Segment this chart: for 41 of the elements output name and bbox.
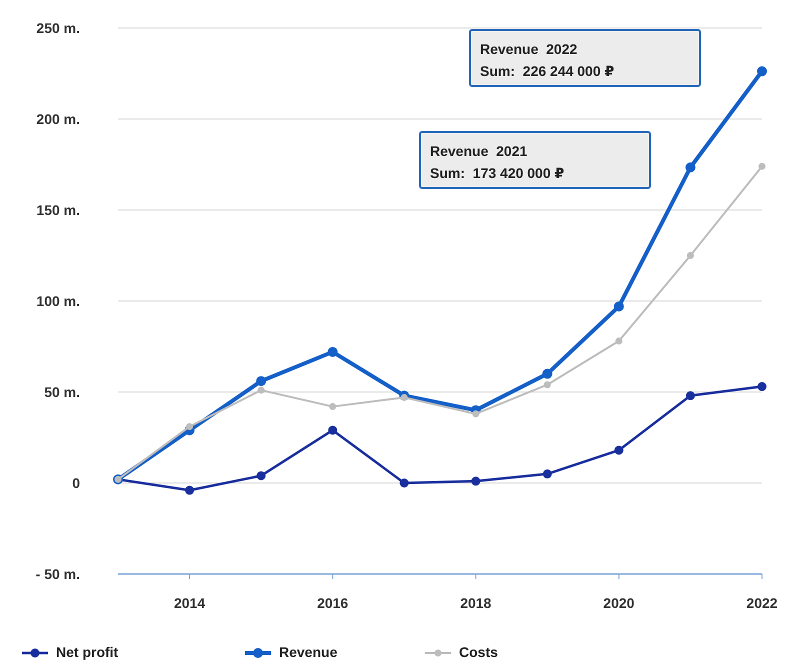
point xyxy=(542,469,552,478)
point xyxy=(614,446,624,455)
legend-label: Costs xyxy=(459,644,498,660)
y-tick-label: 150 m. xyxy=(36,202,80,218)
point xyxy=(258,386,265,394)
point xyxy=(329,403,336,410)
annotation: Revenue 2022 Sum: 226 244 000 ₽ xyxy=(480,41,615,79)
point xyxy=(400,478,409,488)
point xyxy=(471,476,480,486)
y-tick-label: 250 m. xyxy=(36,20,80,36)
point xyxy=(544,381,551,388)
x-tick-label: 2018 xyxy=(460,595,492,611)
point xyxy=(758,162,766,170)
point xyxy=(400,394,408,401)
legend-label: Net profit xyxy=(56,644,119,660)
y-tick-label: 50 m. xyxy=(44,384,80,400)
point xyxy=(472,410,480,418)
y-tick-label: 0 xyxy=(72,475,80,491)
annotation: Revenue 2021 Sum: 173 420 000 ₽ xyxy=(430,143,565,181)
y-tick-label: 200 m. xyxy=(36,111,80,127)
x-tick-label: 2022 xyxy=(746,595,778,611)
point xyxy=(686,252,694,259)
legend-label: Revenue xyxy=(279,644,338,660)
point xyxy=(685,162,696,172)
point xyxy=(328,346,338,357)
point xyxy=(328,426,338,435)
point xyxy=(758,382,766,392)
x-tick-label: 2016 xyxy=(317,595,348,611)
point xyxy=(686,391,695,400)
point xyxy=(615,338,622,345)
y-tick-label: - 50 m. xyxy=(36,566,80,582)
point xyxy=(256,376,266,386)
point xyxy=(542,368,552,379)
x-tick-label: 2020 xyxy=(603,595,635,611)
y-tick-label: 100 m. xyxy=(36,293,80,309)
point xyxy=(256,471,266,480)
x-tick-label: 2014 xyxy=(174,595,206,611)
point xyxy=(614,301,624,312)
point xyxy=(186,423,194,430)
point xyxy=(185,486,194,495)
point xyxy=(757,66,767,76)
